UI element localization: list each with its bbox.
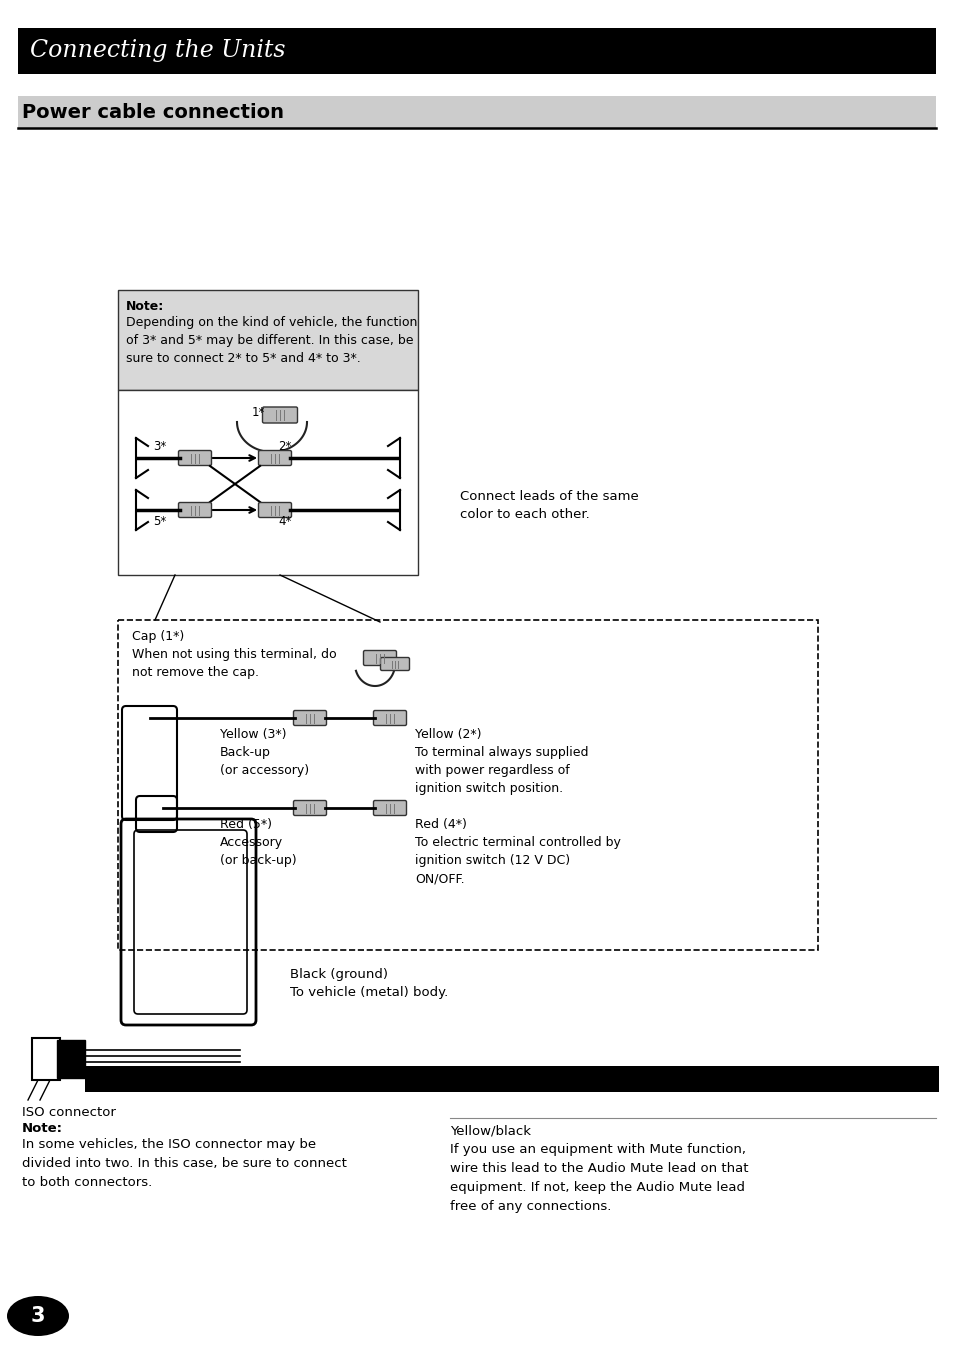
- Text: 4*: 4*: [277, 515, 291, 528]
- FancyBboxPatch shape: [118, 390, 417, 575]
- Text: 3: 3: [30, 1306, 45, 1327]
- Text: Red (5*)
Accessory
(or back-up): Red (5*) Accessory (or back-up): [220, 818, 296, 867]
- Text: Yellow/black
If you use an equipment with Mute function,
wire this lead to the A: Yellow/black If you use an equipment wit…: [450, 1125, 748, 1213]
- FancyBboxPatch shape: [57, 1041, 85, 1079]
- FancyBboxPatch shape: [363, 650, 396, 665]
- Text: Yellow (3*)
Back-up
(or accessory): Yellow (3*) Back-up (or accessory): [220, 728, 309, 776]
- FancyBboxPatch shape: [258, 450, 292, 466]
- FancyBboxPatch shape: [294, 710, 326, 725]
- Text: Power cable connection: Power cable connection: [22, 103, 284, 122]
- FancyBboxPatch shape: [294, 801, 326, 816]
- Text: Connect leads of the same
color to each other.: Connect leads of the same color to each …: [459, 491, 639, 522]
- FancyBboxPatch shape: [178, 503, 212, 518]
- FancyBboxPatch shape: [374, 710, 406, 725]
- FancyBboxPatch shape: [118, 290, 417, 390]
- FancyBboxPatch shape: [258, 503, 292, 518]
- Text: 1*: 1*: [252, 405, 265, 419]
- Text: Red (4*)
To electric terminal controlled by
ignition switch (12 V DC)
ON/OFF.: Red (4*) To electric terminal controlled…: [415, 818, 620, 885]
- Text: 3*: 3*: [152, 440, 166, 453]
- FancyBboxPatch shape: [18, 96, 935, 127]
- FancyBboxPatch shape: [85, 1066, 938, 1092]
- FancyBboxPatch shape: [32, 1038, 60, 1080]
- Text: Depending on the kind of vehicle, the function
of 3* and 5* may be different. In: Depending on the kind of vehicle, the fu…: [126, 316, 417, 364]
- Text: Yellow (2*)
To terminal always supplied
with power regardless of
ignition switch: Yellow (2*) To terminal always supplied …: [415, 728, 588, 795]
- Text: Note:: Note:: [126, 299, 164, 313]
- FancyBboxPatch shape: [262, 406, 297, 423]
- Text: Note:: Note:: [22, 1122, 63, 1135]
- Text: Connecting the Units: Connecting the Units: [30, 39, 285, 62]
- Text: Black (ground)
To vehicle (metal) body.: Black (ground) To vehicle (metal) body.: [290, 967, 448, 999]
- Ellipse shape: [7, 1295, 69, 1336]
- Text: 5*: 5*: [152, 515, 166, 528]
- FancyBboxPatch shape: [374, 801, 406, 816]
- Text: Cap (1*)
When not using this terminal, do
not remove the cap.: Cap (1*) When not using this terminal, d…: [132, 630, 336, 679]
- FancyBboxPatch shape: [380, 657, 409, 671]
- Text: In some vehicles, the ISO connector may be
divided into two. In this case, be su: In some vehicles, the ISO connector may …: [22, 1138, 347, 1188]
- FancyBboxPatch shape: [18, 28, 935, 75]
- Text: 2*: 2*: [277, 440, 291, 453]
- FancyBboxPatch shape: [178, 450, 212, 466]
- Text: ISO connector: ISO connector: [22, 1106, 115, 1119]
